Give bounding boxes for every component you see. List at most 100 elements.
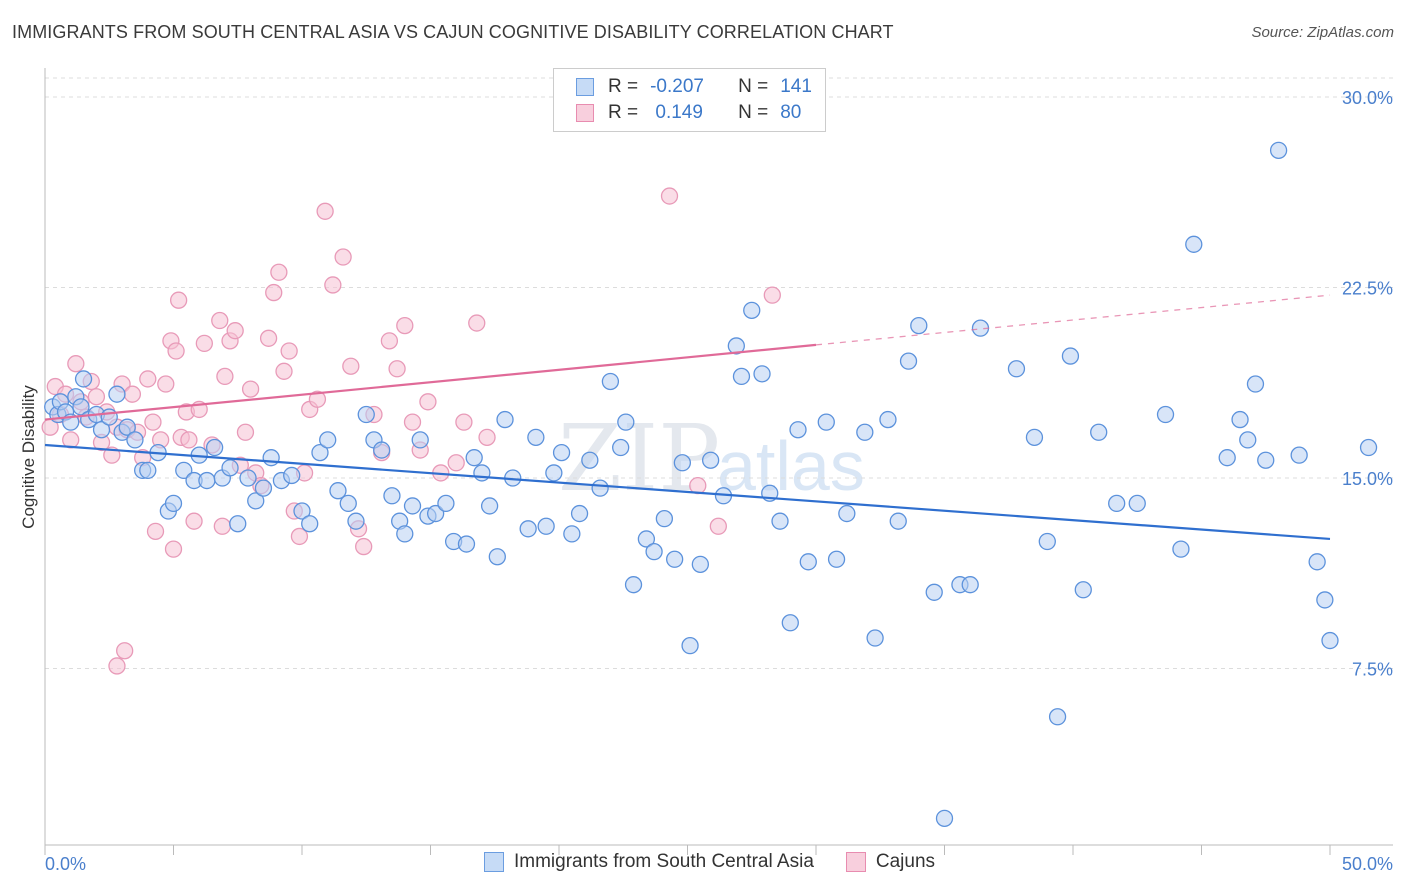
n-value-pink: 80 [780, 102, 802, 123]
asia-point-120 [1239, 431, 1257, 449]
r-value-blue: -0.207 [650, 76, 704, 97]
asia-point-102 [935, 809, 954, 828]
trend-lines [44, 294, 1331, 541]
cajun-point-29 [185, 512, 203, 530]
cajun-point-74 [164, 540, 183, 558]
asia-point-32 [262, 449, 280, 467]
cajun-point-70 [478, 428, 496, 447]
asia-point-47 [396, 525, 414, 543]
cajun-point-23 [157, 375, 175, 393]
tick-labels: 7.5% 15.0% 22.5% 30.0% 0.0% 50.0% [45, 88, 1393, 874]
asia-point-86 [753, 365, 771, 383]
cajun-point-76 [660, 187, 679, 205]
asia-point-66 [563, 525, 581, 543]
asia-point-92 [817, 413, 835, 431]
asia-point-112 [1090, 423, 1108, 441]
cajun-point-63 [403, 413, 422, 431]
asia-point-67 [570, 504, 589, 523]
asia-point-117 [1185, 235, 1203, 253]
legend-label-cajuns: Cajuns [875, 851, 936, 872]
stats-legend-row-pink: R = 0.149 N = 80 [576, 101, 801, 125]
asia-point-7 [74, 370, 93, 388]
cajun-point-31 [195, 334, 213, 353]
asia-point-97 [879, 410, 897, 429]
asia-point-49 [411, 431, 429, 449]
asia-point-24 [198, 471, 216, 490]
asia-point-111 [1074, 581, 1092, 599]
cajun-point-52 [316, 202, 334, 220]
asia-point-116 [1172, 540, 1190, 558]
asia-point-17 [139, 461, 157, 480]
cajun-point-43 [265, 283, 283, 302]
asia-point-77 [666, 550, 684, 568]
cajun-point-62 [396, 316, 414, 335]
cajun-trend-line-extension [815, 294, 1331, 346]
asia-point-51 [426, 504, 445, 523]
asia-point-115 [1156, 405, 1175, 424]
asia-point-76 [655, 509, 674, 528]
asia-point-48 [403, 497, 422, 515]
stats-legend: R = -0.207 N = 141 R = 0.149 N = 80 [553, 68, 826, 132]
asia-point-30 [247, 492, 265, 510]
legend-item-cajuns: Cajuns [845, 851, 936, 873]
asia-point-54 [457, 535, 476, 553]
asia-point-45 [383, 487, 401, 505]
cajun-point-79 [763, 286, 781, 304]
asia-point-100 [910, 316, 928, 335]
asia-point-106 [1007, 360, 1026, 378]
r-label: R = [608, 76, 639, 97]
asia-point-85 [743, 301, 761, 320]
chart-title: IMMIGRANTS FROM SOUTH CENTRAL ASIA VS CA… [12, 22, 894, 42]
cajun-point-16 [123, 385, 142, 403]
asia-point-72 [617, 413, 635, 431]
x-tick-label-min: 0.0% [45, 854, 86, 874]
y-axis-label: Cognitive Disability [19, 385, 38, 529]
source-credit: Source: ZipAtlas.com [1251, 24, 1394, 41]
y-tick-label-3: 30.0% [1342, 88, 1393, 108]
cajun-point-75 [213, 517, 231, 535]
cajun-point-73 [169, 291, 188, 309]
cajun-point-53 [324, 276, 342, 294]
asia-point-75 [645, 543, 663, 561]
blue-swatch [484, 852, 504, 872]
asia-point-55 [465, 449, 483, 467]
asia-point-89 [781, 614, 799, 632]
watermark-atlas: atlas [717, 427, 865, 505]
asia-point-58 [488, 548, 506, 566]
asia-point-15 [126, 431, 144, 449]
cajun-point-48 [290, 527, 309, 546]
asia-point-25 [205, 438, 224, 457]
cajun-point-38 [236, 423, 255, 441]
y-tick-label-0: 7.5% [1352, 660, 1393, 680]
asia-point-71 [612, 438, 630, 457]
asia-point-101 [925, 583, 943, 601]
asia-point-78 [673, 454, 692, 472]
asia-point-61 [519, 520, 537, 538]
asia-point-74 [637, 530, 656, 548]
asia-point-123 [1269, 141, 1288, 159]
pink-swatch [576, 104, 594, 122]
asia-point-113 [1108, 494, 1126, 513]
cajun-point-44 [270, 263, 288, 281]
asia-point-62 [527, 428, 545, 447]
asia-point-81 [701, 451, 720, 469]
asia-point-56 [473, 464, 491, 482]
asia-point-114 [1128, 494, 1146, 513]
asia-point-27 [221, 459, 239, 477]
asia-point-64 [545, 464, 563, 482]
asia-point-95 [856, 423, 874, 441]
grid-lines [45, 77, 1393, 669]
cajun-trend-line [44, 343, 817, 421]
cajun-point-71 [108, 657, 126, 675]
asia-point-52 [437, 494, 455, 513]
asia-point-35 [293, 502, 311, 520]
cajun-point-25 [167, 342, 185, 360]
cajun-point-34 [216, 367, 234, 386]
asia-point-127 [1321, 631, 1339, 650]
asia-point-31 [254, 479, 273, 497]
cajun-point-69 [468, 314, 486, 332]
asia-point-6 [72, 398, 90, 416]
n-label: N = [738, 76, 769, 97]
asia-point-80 [691, 555, 709, 574]
